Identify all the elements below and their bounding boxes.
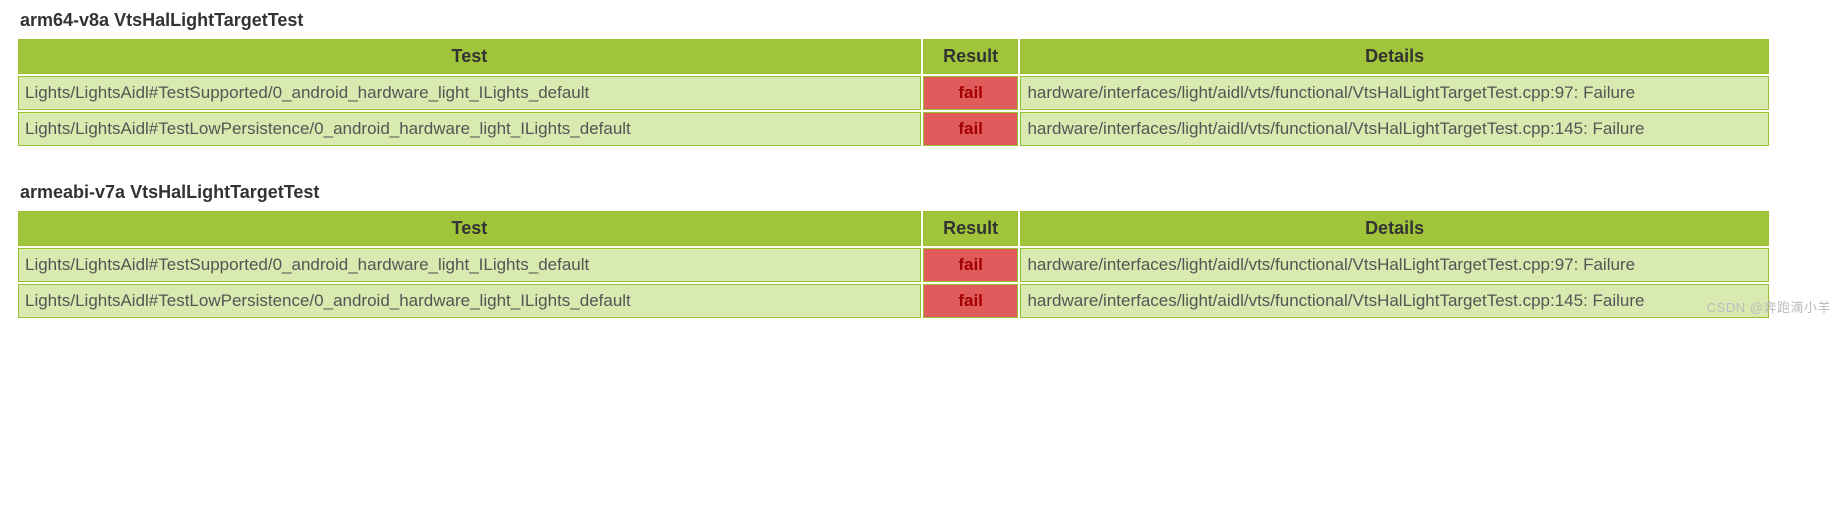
column-header-result: Result <box>923 211 1019 246</box>
result-cell: fail <box>923 76 1019 110</box>
test-cell: Lights/LightsAidl#TestLowPersistence/0_a… <box>18 112 921 146</box>
table-row: Lights/LightsAidl#TestSupported/0_androi… <box>18 248 1769 282</box>
column-header-result: Result <box>923 39 1019 74</box>
table-row: Lights/LightsAidl#TestLowPersistence/0_a… <box>18 112 1769 146</box>
table-row: Lights/LightsAidl#TestLowPersistence/0_a… <box>18 284 1769 318</box>
column-header-details: Details <box>1020 39 1768 74</box>
section-title: arm64-v8a VtsHalLightTargetTest <box>20 10 1825 31</box>
results-table: TestResultDetails Lights/LightsAidl#TestS… <box>16 209 1771 320</box>
details-cell: hardware/interfaces/light/aidl/vts/funct… <box>1020 112 1768 146</box>
section-title: armeabi-v7a VtsHalLightTargetTest <box>20 182 1825 203</box>
test-cell: Lights/LightsAidl#TestLowPersistence/0_a… <box>18 284 921 318</box>
column-header-details: Details <box>1020 211 1768 246</box>
result-cell: fail <box>923 112 1019 146</box>
details-cell: hardware/interfaces/light/aidl/vts/funct… <box>1020 248 1768 282</box>
test-cell: Lights/LightsAidl#TestSupported/0_androi… <box>18 76 921 110</box>
watermark-text: CSDN @奔跑滴小羊 <box>1707 297 1831 316</box>
results-table: TestResultDetails Lights/LightsAidl#TestS… <box>16 37 1771 148</box>
table-row: Lights/LightsAidl#TestSupported/0_androi… <box>18 76 1769 110</box>
details-cell: hardware/interfaces/light/aidl/vts/funct… <box>1020 284 1768 318</box>
report-body: arm64-v8a VtsHalLightTargetTestTestResul… <box>16 10 1825 320</box>
column-header-test: Test <box>18 211 921 246</box>
test-cell: Lights/LightsAidl#TestSupported/0_androi… <box>18 248 921 282</box>
result-cell: fail <box>923 284 1019 318</box>
column-header-test: Test <box>18 39 921 74</box>
details-cell: hardware/interfaces/light/aidl/vts/funct… <box>1020 76 1768 110</box>
result-cell: fail <box>923 248 1019 282</box>
